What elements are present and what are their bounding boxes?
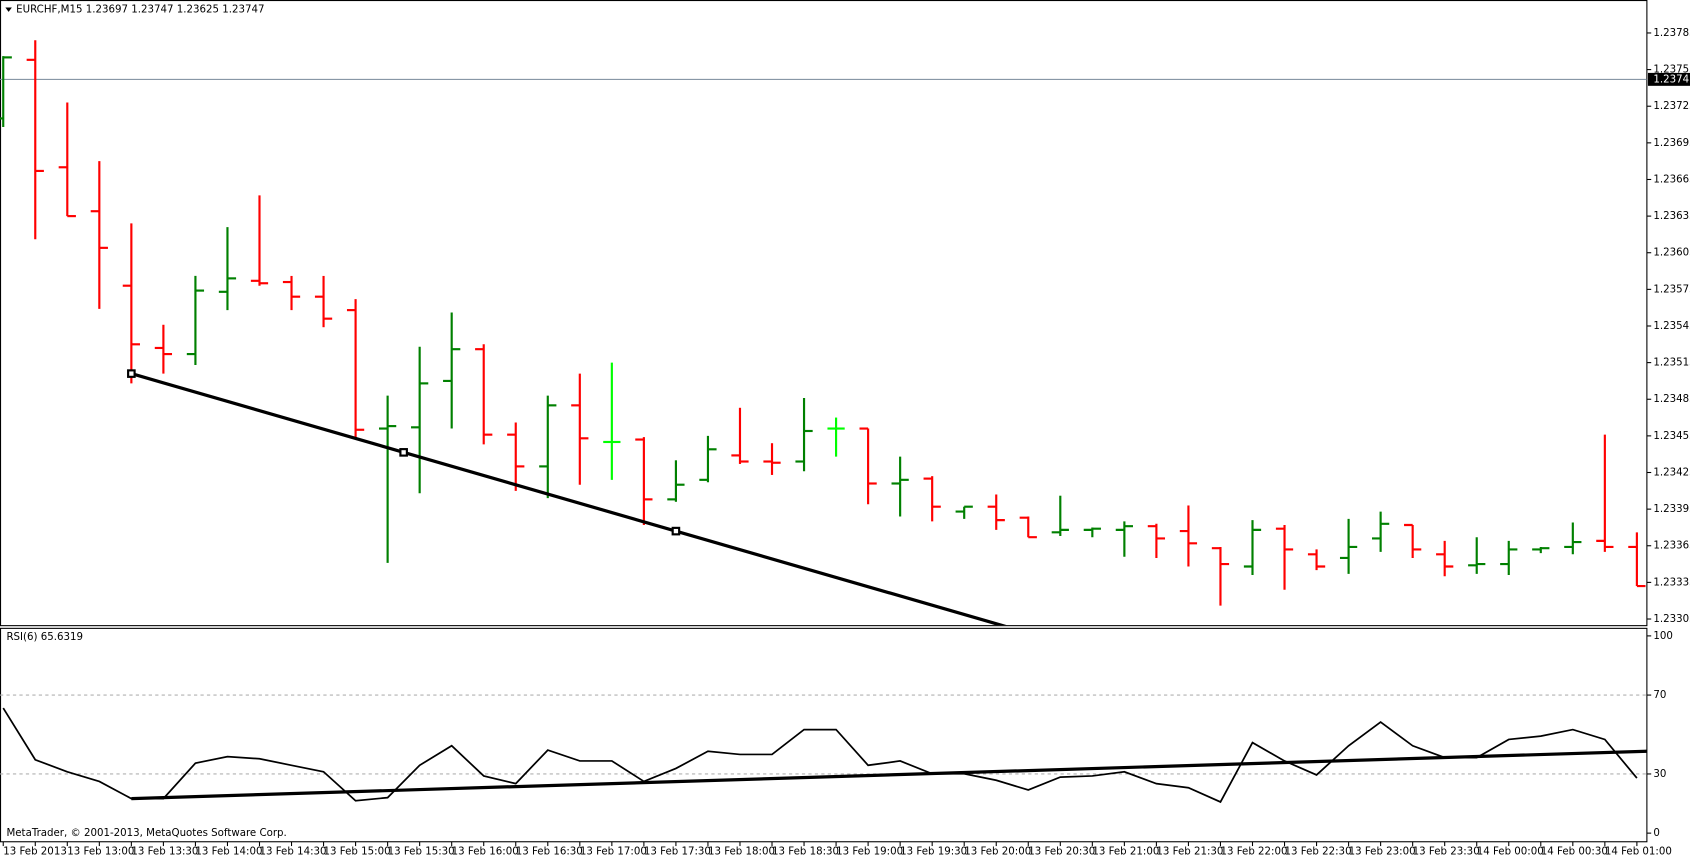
- main-plot: [0, 40, 1647, 626]
- current-price-label: 1.23747: [1653, 74, 1690, 85]
- y-tick-label: 1.23335: [1653, 577, 1690, 588]
- copyright: MetaTrader, © 2001-2013, MetaQuotes Soft…: [6, 828, 286, 839]
- y-tick-label: 1.23545: [1653, 321, 1690, 332]
- x-tick-label: 13 Feb 13:30: [131, 846, 198, 857]
- x-tick-label: 13 Feb 19:30: [900, 846, 967, 857]
- y-tick-label: 1.23305: [1653, 614, 1690, 625]
- menu-arrow[interactable]: [5, 7, 12, 12]
- y-tick-label: 0: [1653, 828, 1660, 839]
- y-tick-label: 1.23575: [1653, 284, 1690, 295]
- y-tick-label: 1.23665: [1653, 174, 1690, 185]
- x-tick-label: 13 Feb 22:00: [1220, 846, 1287, 857]
- trendline: [131, 749, 1647, 801]
- y-tick-label: 1.23365: [1653, 541, 1690, 552]
- x-tick-label: 13 Feb 16:00: [452, 846, 519, 857]
- x-tick-label: 13 Feb 13:00: [67, 846, 134, 857]
- x-tick-label: 13 Feb 21:00: [1092, 846, 1159, 857]
- x-tick-label: 13 Feb 23:30: [1413, 846, 1480, 857]
- y-tick-label: 1.23485: [1653, 394, 1690, 405]
- x-tick-label: 13 Feb 18:00: [708, 846, 775, 857]
- x-tick-label: 13 Feb 20:30: [1028, 846, 1095, 857]
- x-tick-label: 13 Feb 15:30: [388, 846, 455, 857]
- main-panel: [0, 0, 1648, 627]
- x-tick-label: 14 Feb 00:00: [1477, 846, 1544, 857]
- chart-title: EURCHF,M15 1.23697 1.23747 1.23625 1.237…: [16, 5, 264, 16]
- rsi-panel: [0, 627, 1648, 843]
- x-tick-label: 13 Feb 17:00: [580, 846, 647, 857]
- y-tick-label: 1.23455: [1653, 431, 1690, 442]
- y-tick-label: 100: [1653, 631, 1673, 642]
- x-tick-label: 13 Feb 17:30: [644, 846, 711, 857]
- x-tick-label: 13 Feb 15:00: [324, 846, 391, 857]
- y-tick-label: 1.23755: [1653, 65, 1690, 76]
- current-price-box: [1647, 72, 1690, 86]
- rsi-line: [2, 707, 1638, 804]
- trendline-handle: [671, 526, 681, 536]
- x-tick-label: 13 Feb 14:30: [259, 846, 326, 857]
- x-tick-label: 13 Feb 22:30: [1285, 846, 1352, 857]
- x-tick-label: 13 Feb 2013: [3, 846, 67, 857]
- x-tick-label: 13 Feb 19:00: [836, 846, 903, 857]
- x-tick-label: 13 Feb 14:00: [195, 846, 262, 857]
- y-tick-label: 1.23605: [1653, 248, 1690, 259]
- x-tick-label: 14 Feb 01:00: [1605, 846, 1672, 857]
- rsi-title: RSI(6) 65.6319: [6, 632, 83, 643]
- y-tick-label: 1.23635: [1653, 211, 1690, 222]
- rsi-plot: [0, 694, 1647, 804]
- trendline: [130, 372, 1007, 626]
- trendline-handle: [127, 369, 136, 378]
- y-tick-label: 1.23515: [1653, 358, 1690, 369]
- y-tick-label: 30: [1653, 769, 1666, 780]
- y-tick-label: 1.23695: [1653, 138, 1690, 149]
- x-tick-label: 13 Feb 16:30: [516, 846, 583, 857]
- y-tick-label: 1.23785: [1653, 28, 1690, 39]
- trendline-handle: [399, 448, 408, 457]
- y-tick-label: 1.23395: [1653, 504, 1690, 515]
- x-tick-label: 13 Feb 23:00: [1349, 846, 1416, 857]
- y-tick-label: 70: [1653, 690, 1666, 701]
- y-tick-label: 1.23725: [1653, 101, 1690, 112]
- y-tick-label: 1.23425: [1653, 468, 1690, 479]
- x-tick-label: 14 Feb 00:30: [1541, 846, 1608, 857]
- x-tick-label: 13 Feb 21:30: [1156, 846, 1223, 857]
- x-tick-label: 13 Feb 20:00: [964, 846, 1031, 857]
- x-tick-label: 13 Feb 18:30: [772, 846, 839, 857]
